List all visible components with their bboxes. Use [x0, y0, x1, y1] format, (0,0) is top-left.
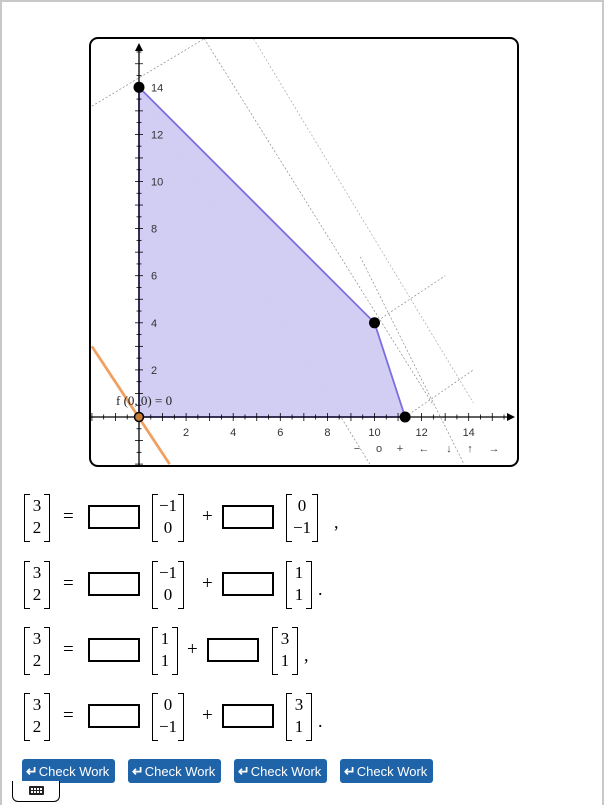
x-axis-arrow-icon [507, 413, 515, 421]
return-icon: ↵ [344, 762, 356, 779]
graph-control-4[interactable]: ↓ [446, 443, 452, 455]
punctuation: , [334, 512, 339, 532]
equals-sign: = [63, 506, 74, 527]
punctuation: . [318, 711, 323, 731]
plus-sign: + [202, 506, 213, 527]
function-value-label: f (0, 0) = 0 [116, 393, 172, 408]
y-tick-label: 2 [151, 365, 157, 377]
graph-control-3[interactable]: ← [419, 443, 430, 455]
check-work-button-4[interactable]: ↵ Check Work [340, 759, 434, 783]
y-tick-label: 4 [151, 318, 157, 330]
frame-border-top [0, 0, 604, 2]
x-tick-label: 2 [183, 427, 189, 439]
check-work-label: Check Work [356, 763, 428, 779]
x-tick-label: 12 [415, 427, 427, 439]
graph-panel[interactable]: 2 4 6 8 10 12 14 2 4 6 8 10 12 14 f (0, 0) = 0 − o + ← ↓ ↑ → [89, 37, 519, 467]
coefficient-input-2[interactable] [222, 505, 274, 529]
frame-border-left [0, 0, 2, 805]
equals-sign: = [63, 639, 74, 660]
graph-control-6[interactable]: → [489, 443, 500, 455]
punctuation: . [318, 579, 323, 599]
coefficient-input-5[interactable] [88, 638, 140, 662]
vertex-point[interactable] [133, 81, 145, 93]
frame-border-right [602, 0, 604, 805]
guide-line [360, 256, 465, 465]
vector-1: −1 0 [152, 561, 184, 609]
coefficient-input-7[interactable] [88, 704, 140, 728]
y-tick-label: 14 [151, 82, 163, 94]
plus-sign: + [202, 573, 213, 594]
coefficient-input-1[interactable] [88, 505, 140, 529]
vector-1: 0 −1 [152, 693, 184, 741]
coefficient-input-3[interactable] [88, 572, 140, 596]
check-work-button-2[interactable]: ↵ Check Work [128, 759, 222, 783]
guide-line [374, 275, 446, 324]
coefficient-input-4[interactable] [222, 572, 274, 596]
coefficient-input-6[interactable] [207, 638, 259, 662]
equals-sign: = [63, 705, 74, 726]
coefficient-input-8[interactable] [222, 704, 274, 728]
x-tick-label: 6 [277, 427, 283, 439]
y-tick-label: 10 [151, 177, 163, 189]
vector-2: 0 −1 [286, 494, 318, 542]
graph-control-0[interactable]: − [354, 443, 360, 455]
return-icon: ↵ [132, 762, 144, 779]
graph-control-5[interactable]: ↑ [467, 443, 473, 455]
x-tick-label: 14 [463, 427, 475, 439]
vector-1: −1 0 [152, 494, 184, 542]
guide-line [253, 39, 474, 404]
guide-line [91, 39, 205, 107]
keyboard-toggle-button[interactable] [12, 781, 60, 802]
plus-sign: + [187, 639, 198, 660]
y-axis-arrow-icon [135, 43, 143, 51]
graph-control-2[interactable]: + [397, 443, 403, 455]
keyboard-icon [29, 786, 44, 795]
graph-control-1[interactable]: o [376, 443, 382, 455]
vertex-point[interactable] [369, 317, 380, 329]
return-icon: ↵ [238, 762, 250, 779]
punctuation: , [304, 645, 309, 665]
plus-sign: + [202, 705, 213, 726]
check-work-button-1[interactable]: ↵ Check Work [22, 759, 116, 783]
objective-point[interactable] [133, 411, 145, 423]
check-work-label: Check Work [38, 763, 110, 779]
vertex-point[interactable] [399, 411, 411, 423]
feasible-region [138, 85, 407, 418]
equals-sign: = [63, 573, 74, 594]
x-tick-label: 4 [230, 427, 236, 439]
check-work-label: Check Work [250, 763, 322, 779]
graph-canvas[interactable]: 2 4 6 8 10 12 14 2 4 6 8 10 12 14 f (0, 0) = 0 − o + ← ↓ ↑ → [91, 39, 517, 465]
y-tick-label: 12 [151, 129, 163, 141]
x-tick-label: 10 [368, 427, 380, 439]
y-tick-label: 8 [151, 224, 157, 236]
objective-function-line [91, 345, 171, 465]
return-icon: ↵ [26, 762, 38, 779]
guide-line [404, 369, 474, 418]
check-work-label: Check Work [144, 763, 216, 779]
y-tick-label: 6 [151, 271, 157, 283]
x-tick-label: 8 [324, 427, 330, 439]
check-work-button-3[interactable]: ↵ Check Work [234, 759, 328, 783]
